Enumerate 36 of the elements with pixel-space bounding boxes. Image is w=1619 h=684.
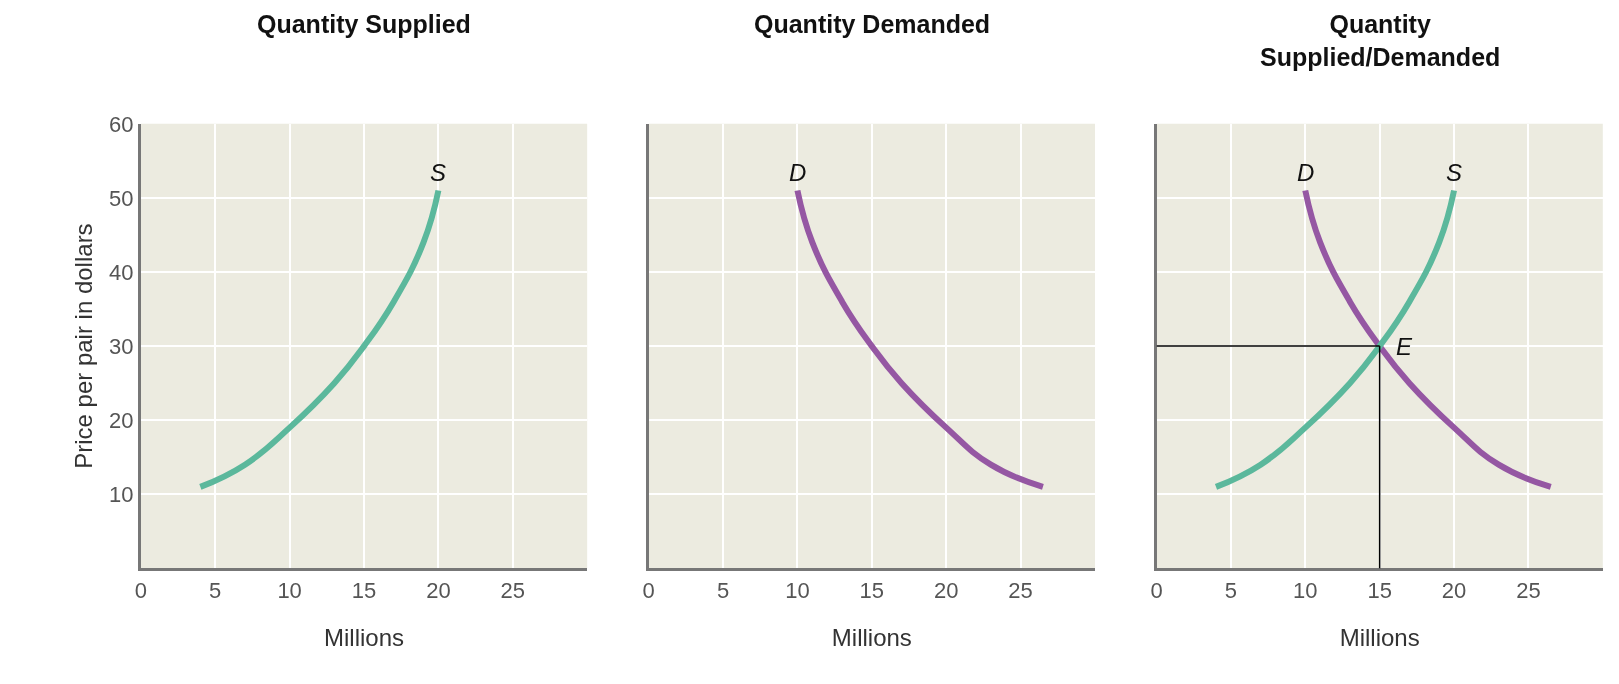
x-tick-label: 10 [277, 577, 302, 603]
chart-title: Quantity Demanded [754, 10, 991, 38]
x-tick-label: 25 [1516, 577, 1541, 603]
x-tick-label: 10 [785, 577, 810, 603]
x-tick-label: 20 [933, 577, 959, 603]
x-tick-label: 0 [1150, 577, 1163, 603]
y-axis-title: Price per pair in dollars [70, 223, 98, 469]
x-axis-title: Millions [324, 624, 405, 652]
x-tick-label: 5 [716, 577, 730, 603]
annotation: E [1396, 333, 1413, 360]
x-axis-title: Millions [831, 624, 912, 652]
y-tick-label: 50 [108, 185, 134, 211]
x-tick-label: 0 [642, 577, 655, 603]
x-tick-label: 25 [1008, 577, 1033, 603]
x-tick-label: 5 [209, 577, 222, 603]
x-tick-label: 15 [351, 577, 377, 603]
y-tick-label: 20 [108, 407, 134, 433]
x-axis-title: Millions [1339, 624, 1420, 652]
x-tick-label: 5 [1224, 577, 1238, 603]
x-tick-label: 20 [1441, 577, 1467, 603]
x-tick-label: 20 [426, 577, 451, 603]
series-label: S [1446, 159, 1463, 186]
y-tick-label: 40 [108, 259, 134, 285]
y-tick-label: 60 [108, 111, 134, 137]
y-tick-label: 10 [108, 482, 134, 507]
chart-title: Quantity Supplied [257, 10, 471, 38]
series-label: S [430, 159, 447, 186]
series-label: D [789, 159, 807, 186]
x-tick-label: 25 [500, 577, 526, 603]
x-tick-label: 0 [134, 577, 147, 603]
x-tick-label: 15 [859, 577, 885, 603]
x-tick-label: 10 [1293, 577, 1318, 603]
x-tick-label: 15 [1367, 577, 1392, 603]
y-tick-label: 30 [108, 333, 134, 359]
chart-title: Quantity Supplied/Demanded [1260, 10, 1501, 71]
series-label: D [1297, 159, 1315, 186]
